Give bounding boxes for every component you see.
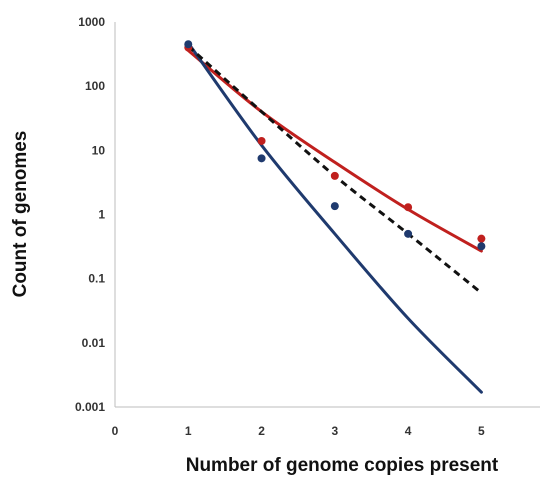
data-point [404, 229, 413, 238]
data-point [404, 203, 413, 212]
x-axis-title: Number of genome copies present [186, 455, 499, 476]
x-tick-label: 5 [478, 424, 485, 438]
y-axis-title: Count of genomes [10, 131, 31, 298]
x-tick-label: 1 [185, 424, 192, 438]
data-point [330, 171, 339, 180]
dashed-fit-line [187, 45, 483, 295]
points-layer [184, 40, 486, 251]
y-tick-label: 100 [85, 79, 105, 93]
y-tick-label: 0.1 [88, 272, 105, 286]
y-tick-label: 1 [98, 208, 105, 222]
data-point [477, 242, 486, 251]
lines-layer [186, 41, 483, 394]
fit-line [186, 41, 483, 394]
y-tick-label: 0.01 [82, 336, 106, 350]
data-point [184, 40, 193, 49]
y-tick-label: 10 [92, 143, 106, 157]
ticks-layer: 0.001 0.01 0.1 1 10 100 1000 0 1 2 3 4 5 [75, 15, 485, 438]
data-point [477, 234, 486, 243]
fit-line [186, 49, 483, 253]
x-tick-label: 3 [331, 424, 338, 438]
data-point [330, 202, 339, 211]
x-tick-label: 0 [112, 424, 119, 438]
y-tick-label: 0.001 [75, 400, 105, 414]
data-point [257, 154, 266, 163]
x-tick-label: 2 [258, 424, 265, 438]
x-tick-label: 4 [405, 424, 412, 438]
y-tick-label: 1000 [78, 15, 105, 29]
data-point [257, 136, 266, 145]
